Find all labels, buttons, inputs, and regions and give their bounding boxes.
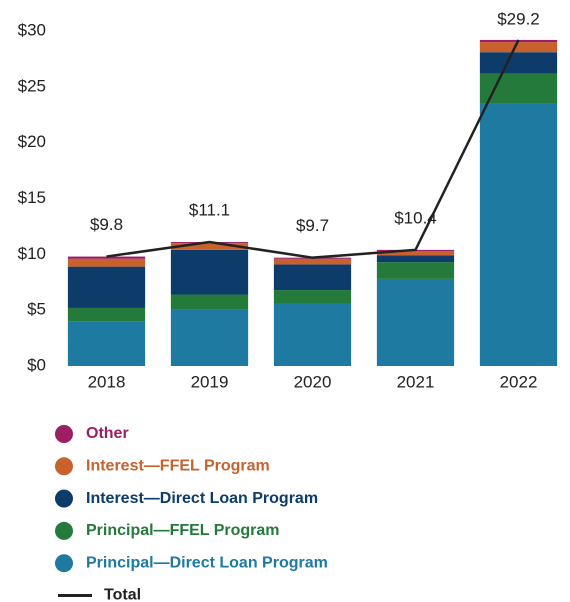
bar-segment (479, 42, 558, 53)
legend-label: Principal—Direct Loan Program (86, 554, 328, 571)
y-tick-label: $20 (18, 132, 46, 151)
bar-segment (170, 249, 249, 295)
bar-segment (67, 321, 146, 366)
y-tick-label: $30 (18, 20, 46, 39)
data-label: $11.1 (189, 201, 230, 220)
data-label: $9.7 (296, 216, 329, 235)
bar-segment (273, 258, 352, 265)
bar-segment (479, 52, 558, 74)
legend-label: Principal—FFEL Program (86, 522, 280, 539)
bar-segment (67, 256, 146, 259)
y-tick-label: $15 (18, 188, 46, 207)
x-tick-label: 2018 (88, 372, 126, 391)
y-tick-label: $5 (27, 300, 46, 319)
bar-segment (67, 258, 146, 267)
legend-marker (55, 457, 73, 476)
legend-label: Other (86, 425, 129, 442)
bar-segment (170, 294, 249, 310)
legend-marker (55, 521, 73, 540)
legend-label: Interest—Direct Loan Program (86, 490, 318, 507)
bar-segment (376, 255, 455, 263)
total-line (106, 39, 520, 259)
bar-segment (67, 266, 146, 308)
x-tick-label: 2019 (191, 372, 229, 391)
bar-segment (170, 243, 249, 250)
bar-segment (376, 262, 455, 279)
data-label: $10.4 (394, 208, 437, 227)
bar-segment (376, 278, 455, 366)
bar-segment (170, 309, 249, 366)
x-tick-label: 2022 (500, 372, 538, 391)
y-tick-label: $10 (18, 244, 46, 263)
bar-segment (376, 250, 455, 256)
bar-segment (479, 73, 558, 104)
legend-label: Total (104, 587, 141, 602)
legend-marker (55, 489, 73, 508)
x-tick-label: 2021 (397, 372, 435, 391)
bar-segment (67, 307, 146, 322)
data-label: $9.8 (90, 215, 123, 234)
bar-segment (273, 264, 352, 291)
legend-marker (55, 554, 73, 573)
y-tick-label: $25 (18, 76, 46, 95)
bar-segment (479, 103, 558, 366)
bar-segment (273, 303, 352, 366)
y-tick-label: $0 (27, 355, 46, 374)
x-tick-label: 2020 (294, 372, 332, 391)
data-label: $29.2 (497, 9, 540, 28)
bar-segment (273, 290, 352, 304)
legend-label: Interest—FFEL Program (86, 458, 270, 475)
legend-marker (55, 425, 73, 443)
